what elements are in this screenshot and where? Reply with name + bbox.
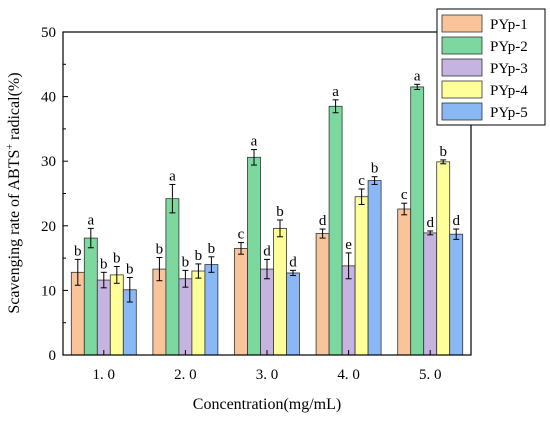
x-tick-label: 3. 0 xyxy=(256,367,279,383)
bar-pyp-3 xyxy=(423,232,438,356)
bar-pyp-1 xyxy=(397,208,412,356)
bar-pyp-1 xyxy=(152,268,167,356)
y-tick-label: 20 xyxy=(41,219,56,235)
y-axis-title-end: radical(%) xyxy=(6,72,23,144)
bar-pyp-5 xyxy=(286,272,300,356)
significance-letter: d xyxy=(452,213,460,229)
bar-pyp-2 xyxy=(83,237,98,356)
legend-swatch xyxy=(441,14,483,33)
x-axis: 1. 0 2. 0 3. 0 4. 0 5. 0 xyxy=(93,350,442,383)
legend-swatch xyxy=(441,58,483,77)
error-bars-layer xyxy=(74,83,460,303)
x-tick-label: 4. 0 xyxy=(337,367,360,383)
significance-letter: c xyxy=(401,187,408,203)
bar-pyp-5 xyxy=(204,264,219,356)
significance-letter: b xyxy=(113,250,121,266)
significance-letter: a xyxy=(87,212,94,228)
bar-pyp-4 xyxy=(436,161,451,356)
legend-swatch xyxy=(441,102,483,121)
significance-letter: d xyxy=(319,213,327,229)
bar-pyp-1 xyxy=(234,248,248,356)
significance-letter: b xyxy=(276,204,284,220)
significance-letter: d xyxy=(426,215,434,231)
bar-pyp-4 xyxy=(273,227,287,356)
y-axis: 0 10 20 30 40 50 xyxy=(41,25,68,364)
y-tick-label: 40 xyxy=(41,90,56,106)
bar-pyp-3 xyxy=(96,279,111,356)
legend-swatch xyxy=(441,36,483,55)
significance-letter: b xyxy=(100,256,108,272)
y-tick-label: 50 xyxy=(41,25,56,41)
significance-letter: c xyxy=(358,173,365,189)
significance-letter: a xyxy=(332,84,339,100)
significance-letter: b xyxy=(195,248,203,264)
y-tick-label: 10 xyxy=(41,283,56,299)
legend-swatch xyxy=(441,80,483,99)
x-tick-label: 1. 0 xyxy=(93,367,116,383)
significance-letter: b xyxy=(182,254,190,270)
significance-letter: b xyxy=(371,161,379,177)
significance-letter: c xyxy=(238,227,245,243)
legend-label: PYp-4 xyxy=(490,83,528,99)
legend-label: PYp-1 xyxy=(490,17,528,33)
significance-letter: d xyxy=(263,243,271,259)
bar-pyp-2 xyxy=(247,156,261,356)
x-tick-label: 5. 0 xyxy=(419,367,442,383)
legend: PYp-1 PYp-2 PYp-3 PYp-4 PYp-5 xyxy=(436,8,546,126)
significance-letter: b xyxy=(208,241,216,257)
bar-pyp-4 xyxy=(191,270,206,356)
significance-letter: b xyxy=(439,144,447,160)
legend-label: PYp-5 xyxy=(490,105,528,121)
legend-label: PYp-2 xyxy=(490,39,528,55)
y-tick-label: 30 xyxy=(41,154,56,170)
y-axis-title-sup: + xyxy=(5,144,16,150)
bar-pyp-2 xyxy=(410,86,425,356)
bar-pyp-5 xyxy=(367,180,382,356)
significance-letter: d xyxy=(289,254,297,270)
significance-letter: a xyxy=(414,68,421,84)
y-axis-title-main: Scavenging rate of ABTS xyxy=(6,150,23,314)
bar-pyp-2 xyxy=(165,198,180,356)
bars-layer xyxy=(70,86,464,356)
significance-letter: b xyxy=(126,261,134,277)
significance-letter: a xyxy=(169,168,176,184)
significance-letter: b xyxy=(74,243,82,259)
legend-label: PYp-3 xyxy=(490,61,528,77)
bar-pyp-4 xyxy=(109,274,124,356)
bar-pyp-5 xyxy=(449,233,464,356)
bar-pyp-3 xyxy=(260,268,274,356)
x-axis-title: Concentration(mg/mL) xyxy=(193,396,341,413)
bar-pyp-4 xyxy=(354,196,369,356)
significance-letter: a xyxy=(251,134,258,150)
y-axis-title: Scavenging rate of ABTS+ radical(%) xyxy=(5,72,23,313)
significance-letter: e xyxy=(345,237,352,253)
bar-pyp-3 xyxy=(178,278,193,356)
y-tick-label: 0 xyxy=(49,348,57,364)
x-tick-label: 2. 0 xyxy=(174,367,197,383)
bar-pyp-1 xyxy=(315,233,330,356)
bar-pyp-2 xyxy=(328,105,343,356)
significance-letter: b xyxy=(156,241,164,257)
